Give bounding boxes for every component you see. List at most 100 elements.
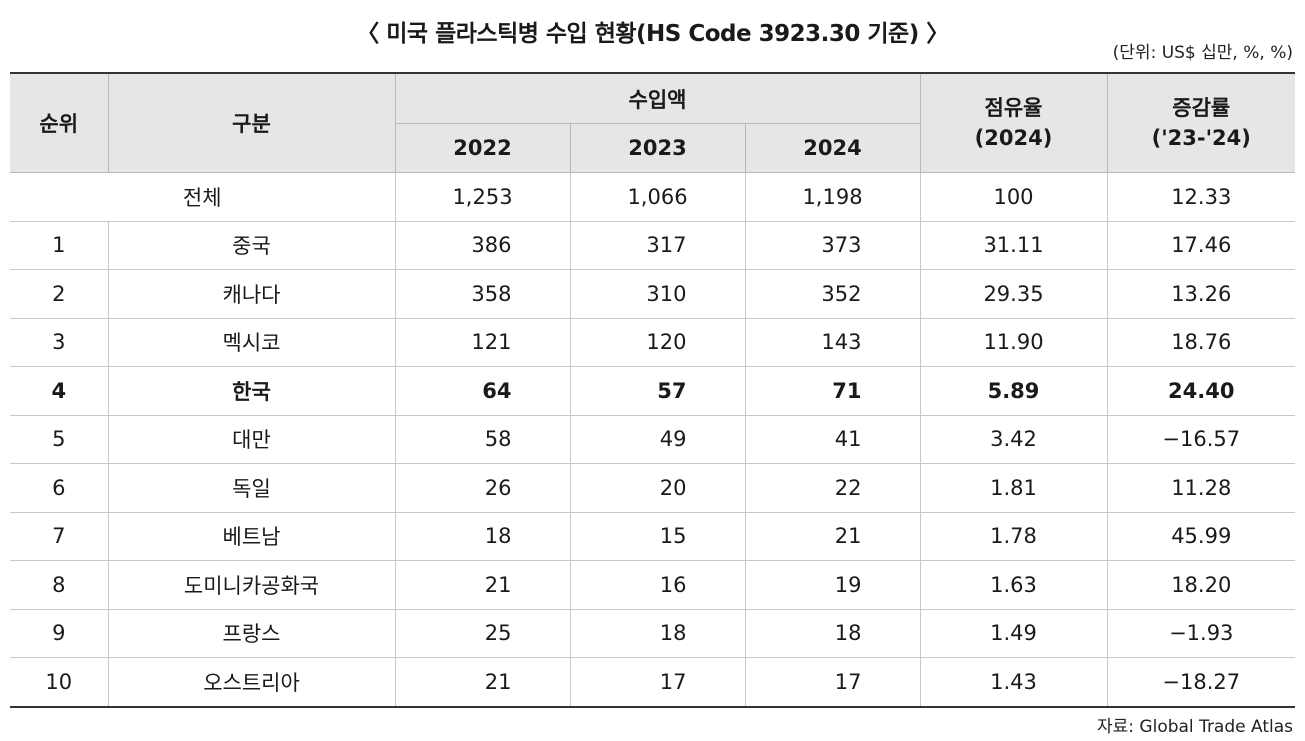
value-2024-cell: 17 bbox=[744, 657, 920, 708]
value-2023-cell: 317 bbox=[569, 221, 745, 270]
header-import-amount: 수입액 bbox=[394, 72, 921, 124]
table-body: 전체 1,253 1,066 1,198 100 12.33 1 중국 386 317… bbox=[10, 172, 1295, 708]
value-2022-cell: 358 bbox=[394, 269, 570, 319]
value-2024-cell: 373 bbox=[744, 221, 920, 270]
rank-cell: 3 bbox=[10, 318, 108, 367]
country-cell: 프랑스 bbox=[107, 609, 395, 658]
share-cell: 1.78 bbox=[919, 512, 1107, 561]
country-cell: 오스트리아 bbox=[107, 657, 395, 708]
share-cell: 1.63 bbox=[919, 560, 1107, 610]
value-2022-cell: 58 bbox=[394, 415, 570, 464]
value-2023-cell: 49 bbox=[569, 415, 745, 464]
header-share-text: 점유율 (2024) bbox=[974, 96, 1053, 150]
value-2022-cell: 21 bbox=[394, 657, 570, 708]
total-share: 100 bbox=[919, 172, 1107, 222]
value-2022-cell: 21 bbox=[394, 560, 570, 610]
country-cell: 캐나다 bbox=[107, 269, 395, 319]
table-row: 5 대만 58 49 41 3.42 −16.57 bbox=[10, 415, 1295, 464]
rank-cell: 1 bbox=[10, 221, 108, 270]
total-change: 12.33 bbox=[1106, 172, 1295, 222]
rank-cell: 9 bbox=[10, 609, 108, 658]
table-row: 9 프랑스 25 18 18 1.49 −1.93 bbox=[10, 609, 1295, 658]
value-2023-cell: 16 bbox=[569, 560, 745, 610]
change-cell: 11.28 bbox=[1106, 463, 1295, 513]
value-2023-cell: 18 bbox=[569, 609, 745, 658]
change-cell: 24.40 bbox=[1106, 366, 1295, 416]
change-cell: −16.57 bbox=[1106, 415, 1295, 464]
rank-cell: 7 bbox=[10, 512, 108, 561]
value-2022-cell: 18 bbox=[394, 512, 570, 561]
header-year-2024: 2024 bbox=[744, 123, 920, 173]
total-2023: 1,066 bbox=[569, 172, 745, 222]
rank-cell: 4 bbox=[10, 366, 108, 416]
share-cell: 1.43 bbox=[919, 657, 1107, 708]
rank-cell: 2 bbox=[10, 269, 108, 319]
value-2024-cell: 352 bbox=[744, 269, 920, 319]
total-label: 전체 bbox=[10, 172, 395, 222]
share-cell: 31.11 bbox=[919, 221, 1107, 270]
unit-note: (단위: US$ 십만, %, %) bbox=[1112, 43, 1293, 63]
country-cell: 멕시코 bbox=[107, 318, 395, 367]
table-title: 〈 미국 플라스틱병 수입 현황(HS Code 3923.30 기준) 〉 bbox=[356, 21, 949, 47]
source-note: 자료: Global Trade Atlas bbox=[1097, 717, 1293, 737]
header-change-text: 증감률 ('23-'24) bbox=[1151, 96, 1251, 150]
header-year-2023: 2023 bbox=[569, 123, 746, 173]
change-cell: 18.20 bbox=[1106, 560, 1295, 610]
change-cell: 17.46 bbox=[1106, 221, 1295, 270]
share-cell: 3.42 bbox=[919, 415, 1107, 464]
rank-cell: 10 bbox=[10, 657, 108, 708]
country-cell: 대만 bbox=[107, 415, 395, 464]
value-2024-cell: 22 bbox=[744, 463, 920, 513]
value-2022-cell: 64 bbox=[394, 366, 570, 416]
table-row: 7 베트남 18 15 21 1.78 45.99 bbox=[10, 512, 1295, 561]
change-cell: −1.93 bbox=[1106, 609, 1295, 658]
rank-cell: 5 bbox=[10, 415, 108, 464]
table-row: 1 중국 386 317 373 31.11 17.46 bbox=[10, 221, 1295, 270]
value-2023-cell: 57 bbox=[569, 366, 745, 416]
value-2022-cell: 386 bbox=[394, 221, 570, 270]
value-2022-cell: 121 bbox=[394, 318, 570, 367]
value-2023-cell: 120 bbox=[569, 318, 745, 367]
value-2023-cell: 15 bbox=[569, 512, 745, 561]
change-cell: −18.27 bbox=[1106, 657, 1295, 708]
change-cell: 13.26 bbox=[1106, 269, 1295, 319]
change-cell: 45.99 bbox=[1106, 512, 1295, 561]
table-row: 3 멕시코 121 120 143 11.90 18.76 bbox=[10, 318, 1295, 367]
country-cell: 중국 bbox=[107, 221, 395, 270]
total-2024: 1,198 bbox=[744, 172, 920, 222]
value-2024-cell: 143 bbox=[744, 318, 920, 367]
value-2024-cell: 19 bbox=[744, 560, 920, 610]
share-cell: 11.90 bbox=[919, 318, 1107, 367]
country-cell: 베트남 bbox=[107, 512, 395, 561]
table-header: 순위 구분 수입액 점유율 (2024) 증감률 ('23-'24) 2022 … bbox=[10, 72, 1295, 173]
share-cell: 5.89 bbox=[919, 366, 1107, 416]
header-rank: 순위 bbox=[10, 72, 109, 173]
total-2022: 1,253 bbox=[394, 172, 570, 222]
country-cell: 한국 bbox=[107, 366, 395, 416]
header-category: 구분 bbox=[107, 72, 396, 173]
table-row: 2 캐나다 358 310 352 29.35 13.26 bbox=[10, 269, 1295, 319]
value-2023-cell: 17 bbox=[569, 657, 745, 708]
value-2022-cell: 26 bbox=[394, 463, 570, 513]
table-row: 6 독일 26 20 22 1.81 11.28 bbox=[10, 463, 1295, 513]
value-2024-cell: 21 bbox=[744, 512, 920, 561]
import-table: 순위 구분 수입액 점유율 (2024) 증감률 ('23-'24) 2022 … bbox=[10, 72, 1295, 708]
share-cell: 29.35 bbox=[919, 269, 1107, 319]
country-cell: 도미니카공화국 bbox=[107, 560, 395, 610]
table-row: 4 한국 64 57 71 5.89 24.40 bbox=[10, 366, 1295, 416]
change-cell: 18.76 bbox=[1106, 318, 1295, 367]
country-cell: 독일 bbox=[107, 463, 395, 513]
table-row-total: 전체 1,253 1,066 1,198 100 12.33 bbox=[10, 172, 1295, 222]
header-share: 점유율 (2024) bbox=[919, 72, 1108, 173]
value-2023-cell: 20 bbox=[569, 463, 745, 513]
table-row: 10 오스트리아 21 17 17 1.43 −18.27 bbox=[10, 657, 1295, 708]
rank-cell: 8 bbox=[10, 560, 108, 610]
value-2022-cell: 25 bbox=[394, 609, 570, 658]
table-row: 8 도미니카공화국 21 16 19 1.63 18.20 bbox=[10, 560, 1295, 610]
header-change: 증감률 ('23-'24) bbox=[1106, 72, 1295, 173]
value-2024-cell: 18 bbox=[744, 609, 920, 658]
value-2024-cell: 41 bbox=[744, 415, 920, 464]
share-cell: 1.81 bbox=[919, 463, 1107, 513]
rank-cell: 6 bbox=[10, 463, 108, 513]
value-2024-cell: 71 bbox=[744, 366, 920, 416]
